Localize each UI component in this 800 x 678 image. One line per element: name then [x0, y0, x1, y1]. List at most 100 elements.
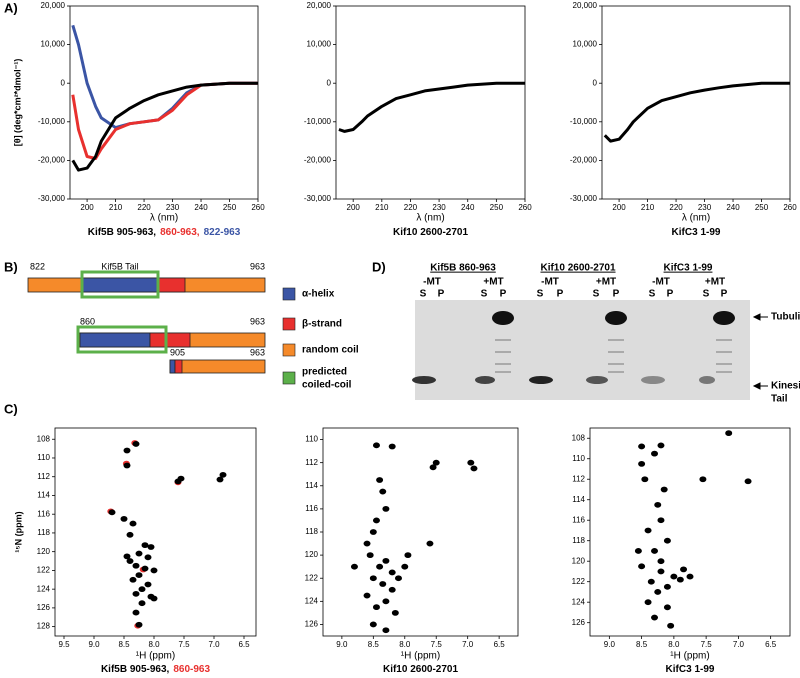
gel-image: [415, 300, 750, 400]
domain-block: [169, 359, 266, 374]
lane-label: P: [557, 289, 564, 300]
nmr-peak: [401, 563, 409, 570]
nmr-peak: [382, 505, 390, 512]
nmr-peak: [141, 542, 149, 549]
y-tick-label: 118: [572, 536, 585, 545]
nmr-peak: [699, 476, 707, 483]
nmr-peak: [686, 573, 694, 580]
nmr-peak: [667, 622, 675, 629]
nmr-peak: [350, 563, 358, 570]
x-tick-label: 230: [432, 203, 446, 212]
nmr-peak: [663, 583, 671, 590]
nmr-peak: [372, 517, 380, 524]
x-tick-label: 6.5: [238, 640, 250, 649]
chart-title: Kif10 2600-2701: [393, 227, 468, 238]
nmr-peak: [129, 576, 137, 583]
nmr-peak: [108, 509, 116, 516]
nmr-peak: [470, 465, 478, 472]
nmr-peak: [388, 569, 396, 576]
legend-label: predicted: [302, 367, 347, 378]
plot-frame: [589, 427, 791, 637]
nmr-peak: [123, 447, 131, 454]
nmr-peak: [657, 558, 665, 565]
residue-end: 963: [250, 347, 265, 357]
y-tick-label: -30,000: [38, 194, 66, 203]
tubulin-band: [605, 311, 627, 325]
x-tick-label: 8.0: [668, 640, 680, 649]
y-tick-label: 0: [593, 78, 598, 87]
panel-label: B): [4, 259, 18, 274]
x-tick-label: 260: [518, 203, 532, 212]
lane-label: P: [613, 289, 620, 300]
y-tick-label: 124: [305, 596, 319, 605]
nmr-peak: [644, 527, 652, 534]
chart-title: Kif5B 905-963, 860-963: [101, 664, 211, 675]
nmr-peak: [676, 576, 684, 583]
lane-label: S: [481, 289, 488, 300]
y-tick-label: 110: [572, 454, 585, 463]
panel-label: A): [4, 0, 18, 15]
x-axis-label: λ (nm): [150, 213, 178, 224]
y-tick-label: 114: [305, 481, 318, 490]
nmr-peak: [382, 627, 390, 634]
nmr-peak: [138, 586, 146, 593]
nmr-peak: [638, 443, 646, 450]
x-tick-label: 8.5: [368, 640, 380, 649]
coiled-coil-box: [76, 325, 168, 354]
residue-start: 860: [80, 316, 95, 326]
y-tick-label: 124: [572, 597, 586, 606]
nmr-peak: [394, 575, 402, 582]
x-axis-label: ¹H (ppm): [670, 651, 709, 662]
y-tick-label: -30,000: [570, 194, 598, 203]
marker-label: Tail: [771, 394, 788, 405]
y-tick-label: -20,000: [570, 156, 598, 165]
x-tick-label: 240: [726, 203, 740, 212]
x-tick-label: 200: [612, 203, 626, 212]
nmr-peak: [638, 460, 646, 467]
y-tick-label: 10,000: [41, 40, 66, 49]
nmr-peak: [660, 486, 668, 493]
y-tick-label: 20,000: [41, 1, 66, 10]
domain-block: [79, 332, 151, 348]
tubulin-band: [713, 311, 735, 325]
residue-start: 905: [170, 347, 185, 357]
cd-line: [603, 81, 790, 143]
nmr-peak: [123, 553, 131, 560]
y-tick-label: 118: [37, 528, 50, 537]
title-part: 860-963: [173, 664, 210, 675]
nmr-peak: [144, 581, 152, 588]
x-tick-label: 210: [641, 203, 655, 212]
cd-line: [71, 81, 258, 172]
nmr-peak: [382, 557, 390, 564]
y-tick-label: 122: [572, 577, 586, 586]
nmr-peak: [634, 548, 642, 554]
x-tick-label: 200: [347, 203, 361, 212]
arrow: [752, 313, 768, 321]
nmr-peak: [144, 554, 152, 561]
y-tick-label: 20,000: [307, 1, 332, 10]
legend-label: random coil: [302, 345, 359, 356]
nmr-peak: [132, 441, 140, 447]
nmr-peak: [372, 604, 380, 611]
nmr-peak: [657, 517, 665, 524]
x-tick-label: 250: [223, 203, 237, 212]
nmr-peak: [132, 562, 140, 569]
nmr-peak: [123, 462, 131, 469]
nmr-peak: [141, 565, 149, 572]
y-tick-label: 10,000: [307, 40, 332, 49]
x-axis-label: λ (nm): [682, 213, 710, 224]
title-part: KifC3 1-99: [672, 227, 721, 238]
lane-label: P: [667, 289, 674, 300]
plot-frame: [54, 427, 257, 637]
y-tick-label: 122: [305, 573, 319, 582]
nmr-peak: [654, 501, 662, 508]
x-tick-label: 240: [194, 203, 208, 212]
nmr-peak: [369, 575, 377, 582]
x-tick-label: 250: [490, 203, 504, 212]
x-tick-label: 200: [80, 203, 94, 212]
nmr-peak: [138, 600, 146, 607]
marker-label: Kinesin: [771, 381, 800, 392]
legend-label: α-helix: [302, 289, 335, 300]
condition-label: +MT: [596, 277, 616, 288]
